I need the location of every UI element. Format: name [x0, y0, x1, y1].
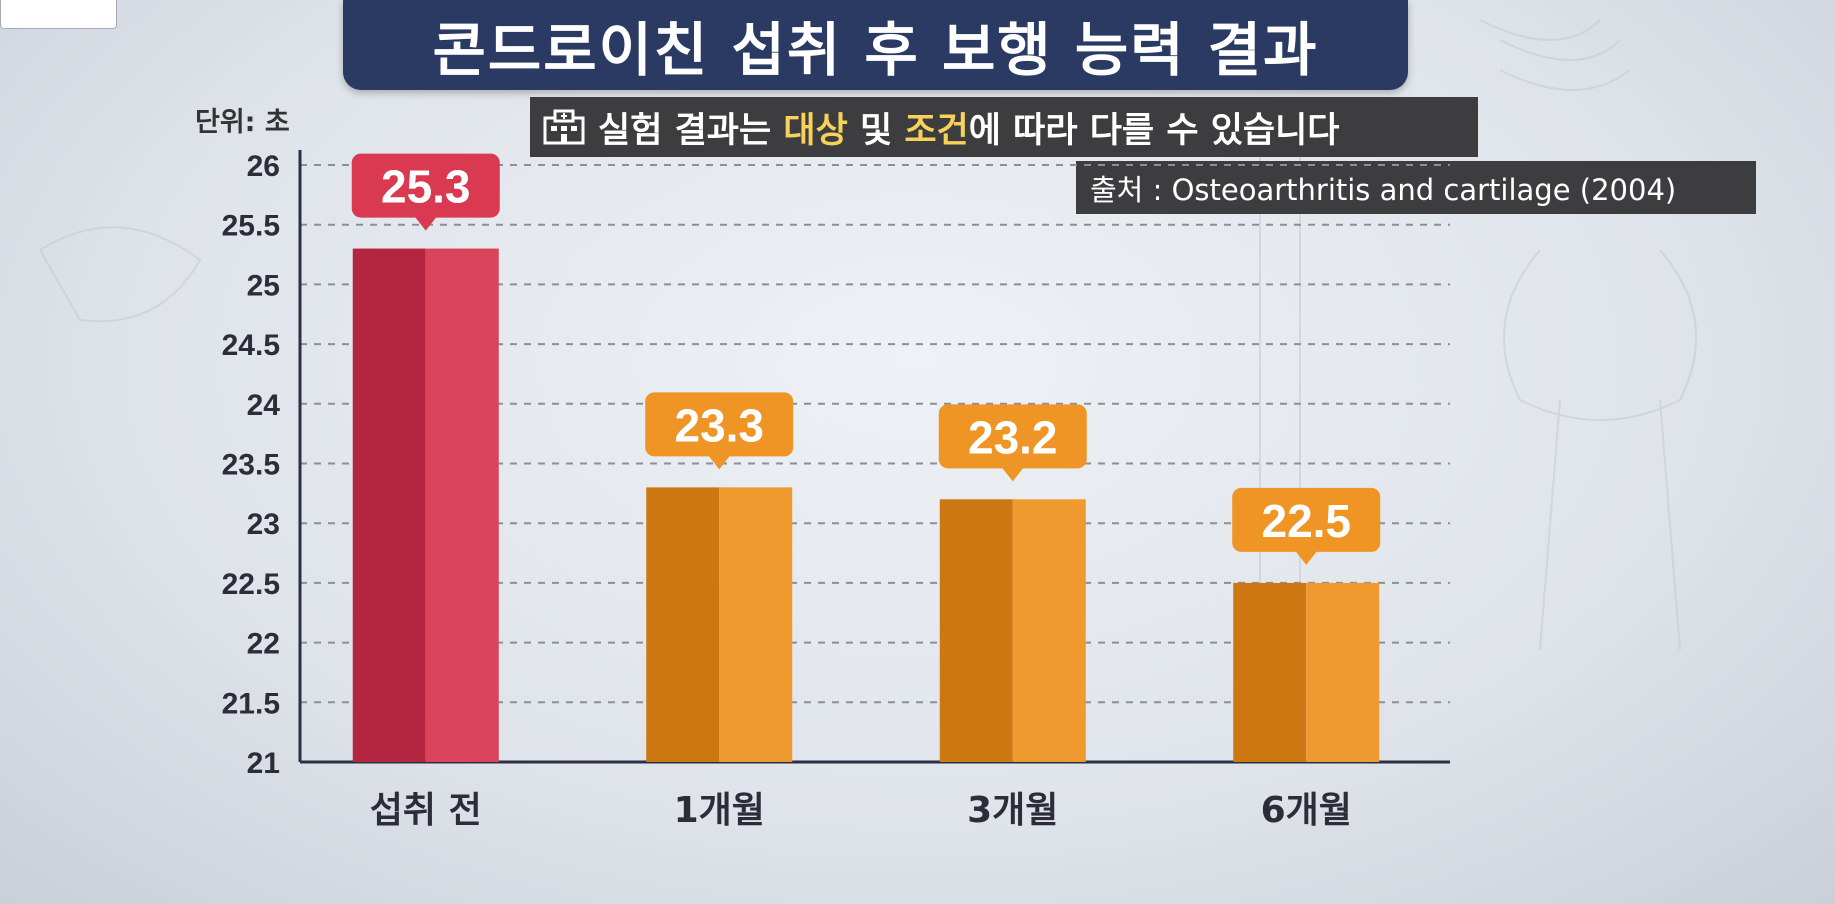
y-tick-label: 25.5: [222, 210, 280, 243]
category-label: 섭취 전: [370, 790, 482, 831]
value-label-pointer: [1001, 467, 1024, 482]
page-title: 콘드로이친 섭취 후 보행 능력 결과: [432, 16, 1319, 84]
category-label: 1개월: [674, 790, 765, 831]
value-label: 22.5: [1261, 495, 1351, 547]
bar-highlight: [1012, 499, 1086, 762]
value-label: 25.3: [381, 161, 471, 213]
y-tick-label: 22.5: [222, 568, 280, 601]
y-tick-label: 24.5: [222, 329, 280, 362]
bar: [939, 499, 1013, 762]
value-label-pointer: [708, 455, 731, 470]
category-label: 6개월: [1261, 790, 1352, 831]
notice-text-part1: 실험 결과는: [598, 110, 784, 151]
y-tick-label: 23.5: [222, 449, 280, 482]
value-label-box: [645, 392, 794, 457]
value-label: 23.3: [674, 399, 764, 451]
category-label: 3개월: [967, 790, 1058, 831]
value-label: 23.2: [968, 411, 1058, 463]
value-label-box: [1232, 487, 1381, 552]
y-tick-label: 25: [247, 269, 280, 302]
value-label-box: [938, 404, 1087, 469]
bar-highlight: [1306, 582, 1380, 762]
bar-highlight: [425, 248, 499, 762]
y-tick-label: 23: [247, 508, 280, 541]
y-tick-label: 22: [247, 628, 280, 661]
bar: [646, 487, 720, 762]
value-label-box: [351, 153, 500, 218]
notice-highlight-condition: 조건: [904, 110, 969, 151]
notice-highlight-subject: 대상: [783, 110, 848, 151]
y-tick-label: 21.5: [222, 687, 280, 720]
channel-logo: [0, 0, 117, 29]
y-tick-label: 24: [247, 389, 281, 422]
title-banner: 콘드로이친 섭취 후 보행 능력 결과: [343, 0, 1408, 90]
notice-text-part3: 에 따라 다를 수 있습니다: [968, 110, 1340, 151]
source-citation: 출처 : Osteoarthritis and cartilage (2004): [1076, 161, 1756, 214]
y-tick-label: 21: [247, 747, 280, 780]
notice-banner: 실험 결과는 대상 및 조건 에 따라 다를 수 있습니다: [530, 97, 1478, 157]
bar: [352, 248, 426, 762]
unit-label: 단위: 초: [195, 107, 290, 138]
bar: [1233, 582, 1307, 762]
value-label-pointer: [414, 216, 437, 231]
hospital-icon: [543, 109, 585, 145]
notice-text-part2: 및: [847, 110, 905, 151]
y-tick-label: 26: [247, 150, 280, 183]
value-label-pointer: [1295, 550, 1318, 565]
bar-highlight: [719, 487, 793, 762]
